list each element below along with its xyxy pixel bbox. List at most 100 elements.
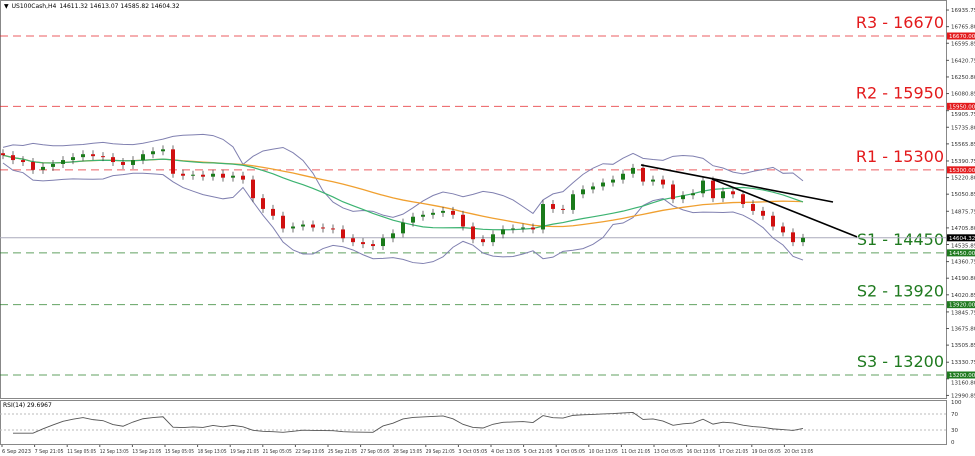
x-tick-label: 5 Oct 21:05 xyxy=(524,449,553,455)
candle-body xyxy=(291,226,295,229)
rsi-pane-frame xyxy=(0,400,947,445)
candle-body xyxy=(661,179,665,185)
x-tick-label: 25 Sep 21:05 xyxy=(328,449,357,455)
candle-body xyxy=(741,194,745,205)
candle-body xyxy=(21,160,25,163)
level-tag-R2 xyxy=(947,102,975,110)
candle-body xyxy=(571,194,575,210)
x-tick-label: 19 Sep 21:05 xyxy=(230,449,259,455)
x-tick-label: 9 Oct 05:05 xyxy=(556,449,585,455)
level-tag-text: 15300.00 xyxy=(949,168,975,174)
level-label-S2: S2 - 13920 xyxy=(857,282,944,301)
candle-body xyxy=(321,227,325,229)
rsi-tick-label: 0 xyxy=(951,440,955,446)
candle-body xyxy=(761,210,765,216)
candle-body xyxy=(681,195,685,200)
candle-body xyxy=(701,180,705,194)
current-price-tag xyxy=(947,234,975,242)
y-tick-label: 16595.85 xyxy=(951,42,975,48)
level-tag-S3 xyxy=(947,371,975,379)
candle-body xyxy=(231,175,235,178)
x-tick-label: 16 Oct 13:05 xyxy=(687,449,716,455)
y-tick-label: 16250.80 xyxy=(951,75,975,81)
y-tick-label: 13160.80 xyxy=(951,381,975,387)
candle-body xyxy=(111,157,115,163)
level-tag-text: 13200.00 xyxy=(949,373,975,379)
x-tick-label: 13 Sep 21:05 xyxy=(132,449,161,455)
candle-body xyxy=(41,166,45,170)
rsi-tick-label: 100 xyxy=(951,400,962,406)
level-label-S1: S1 - 14450 xyxy=(857,230,944,249)
candle-body xyxy=(471,226,475,240)
candle-body xyxy=(141,154,145,161)
y-tick-label: 14535.85 xyxy=(951,244,975,250)
candle-body xyxy=(481,239,485,243)
candle-body xyxy=(311,224,315,228)
candle-body xyxy=(221,173,225,178)
x-tick-label: 15 Sep 05:05 xyxy=(165,449,194,455)
candle-body xyxy=(101,156,105,158)
candle-body xyxy=(381,238,385,247)
candle-body xyxy=(421,214,425,217)
candle-body xyxy=(271,208,275,216)
candle-body xyxy=(351,238,355,243)
candle-body xyxy=(461,214,465,227)
x-tick-label: 22 Sep 13:05 xyxy=(295,449,324,455)
candle-body xyxy=(771,215,775,227)
candle-body xyxy=(511,228,515,230)
candle-body xyxy=(281,215,285,229)
candle-body xyxy=(131,160,135,165)
candle-body xyxy=(91,154,95,157)
level-label-R2: R2 - 15950 xyxy=(856,83,944,102)
candle-body xyxy=(121,162,125,165)
ohlc-readout: 14611.32 14613.07 14585.82 14604.32 xyxy=(59,3,180,10)
chart-header: ▼ US100Cash,H4 14611.32 14613.07 14585.8… xyxy=(4,3,180,10)
candle-body xyxy=(51,163,55,167)
candle-body xyxy=(371,244,375,247)
candle-body xyxy=(251,179,255,199)
trendline xyxy=(711,178,858,238)
candle-body xyxy=(431,212,435,215)
y-tick-label: 13845.75 xyxy=(951,310,975,316)
candle-body xyxy=(191,174,195,176)
candle-body xyxy=(151,151,155,155)
candle-body xyxy=(641,167,645,182)
y-tick-label: 16080.85 xyxy=(951,92,975,98)
y-tick-label: 15220.80 xyxy=(951,176,975,182)
collapse-triangle-icon[interactable]: ▼ xyxy=(4,3,9,10)
rsi-tick-label: 30 xyxy=(951,428,958,434)
candle-body xyxy=(581,189,585,195)
y-tick-label: 13330.75 xyxy=(951,360,975,366)
candle-body xyxy=(391,233,395,239)
y-tick-label: 15735.80 xyxy=(951,125,975,131)
candle-body xyxy=(751,204,755,211)
level-label-R3: R3 - 16670 xyxy=(856,13,944,32)
y-tick-label: 13675.80 xyxy=(951,327,975,333)
candle-body xyxy=(711,180,715,199)
y-tick-label: 14020.85 xyxy=(951,293,975,299)
candle-body xyxy=(261,198,265,209)
candle-body xyxy=(361,242,365,245)
candle-body xyxy=(671,184,675,200)
candle-body xyxy=(491,234,495,243)
rsi-line xyxy=(13,411,804,434)
candle-body xyxy=(501,229,505,235)
level-tag-S2 xyxy=(947,301,975,309)
candle-body xyxy=(611,179,615,183)
candle-body xyxy=(331,228,335,230)
candle-body xyxy=(651,179,655,182)
level-tag-text: 16670.00 xyxy=(949,34,975,40)
level-label-R1: R1 - 15300 xyxy=(856,147,944,166)
candle-body xyxy=(521,227,525,229)
x-tick-label: 21 Sep 05:05 xyxy=(263,449,292,455)
y-tick-label: 13505.85 xyxy=(951,343,975,349)
candle-body xyxy=(201,174,205,177)
candle-body xyxy=(591,186,595,190)
candle-body xyxy=(211,173,215,177)
main-pane-frame xyxy=(0,0,947,399)
candle-body xyxy=(171,149,175,174)
candle-body xyxy=(411,216,415,223)
x-tick-label: 17 Oct 21:05 xyxy=(719,449,748,455)
